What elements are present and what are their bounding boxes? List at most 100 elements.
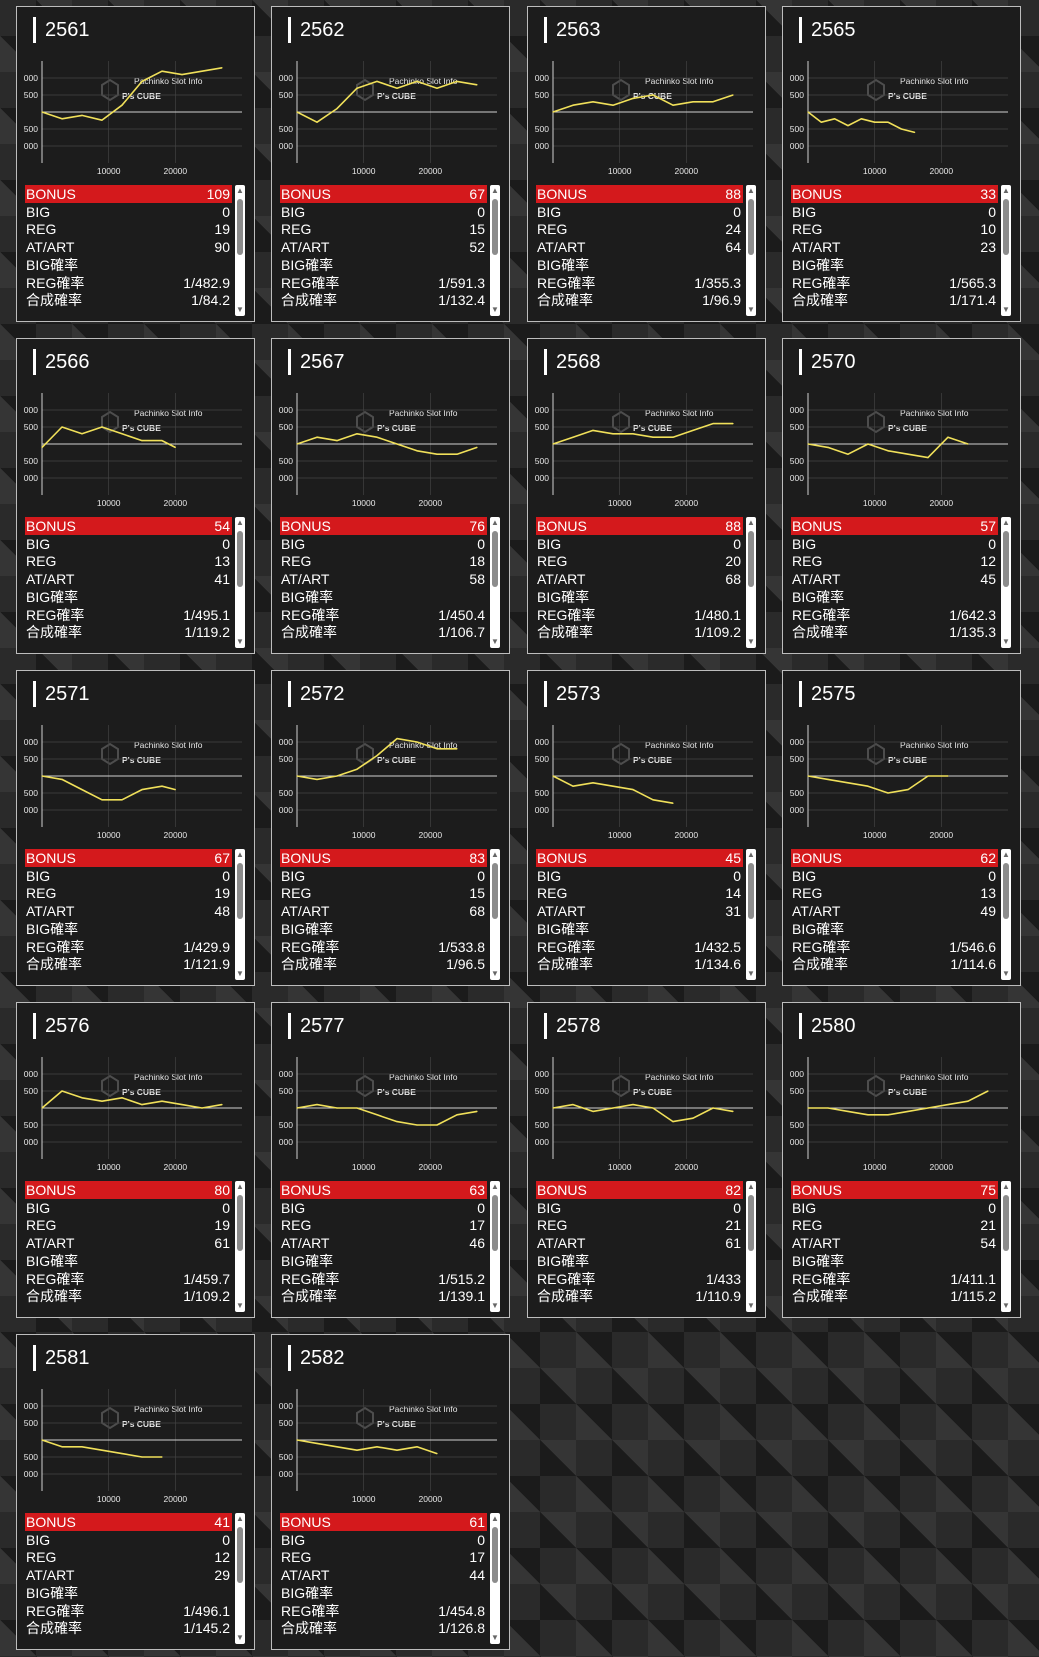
scroll-thumb[interactable] [237,1527,243,1583]
stats-scrollbar[interactable]: ▲ ▼ [1001,185,1011,316]
stats-scrollbar[interactable]: ▲ ▼ [746,1181,756,1312]
scroll-thumb[interactable] [1003,531,1009,587]
scroll-thumb[interactable] [1003,1195,1009,1251]
scroll-thumb[interactable] [748,199,754,255]
scroll-up-arrow-icon[interactable]: ▲ [747,186,755,195]
combined-rate-row: 合成確率 1/114.6 [791,955,998,973]
scroll-down-arrow-icon[interactable]: ▼ [747,305,755,314]
scroll-up-arrow-icon[interactable]: ▲ [236,1514,244,1523]
scroll-down-arrow-icon[interactable]: ▼ [236,1633,244,1642]
scroll-up-arrow-icon[interactable]: ▲ [1002,186,1010,195]
stats-scrollbar[interactable]: ▲ ▼ [746,517,756,648]
scroll-down-arrow-icon[interactable]: ▼ [747,1301,755,1310]
scroll-down-arrow-icon[interactable]: ▼ [236,1301,244,1310]
scroll-up-arrow-icon[interactable]: ▲ [236,518,244,527]
stats-scrollbar[interactable]: ▲ ▼ [746,185,756,316]
scroll-thumb[interactable] [237,863,243,919]
stats-scrollbar[interactable]: ▲ ▼ [490,1181,500,1312]
scroll-down-arrow-icon[interactable]: ▼ [747,969,755,978]
stats-scrollbar[interactable]: ▲ ▼ [490,517,500,648]
scroll-thumb[interactable] [237,199,243,255]
scroll-down-arrow-icon[interactable]: ▼ [491,1301,499,1310]
slump-point [887,1114,889,1116]
scroll-down-arrow-icon[interactable]: ▼ [491,305,499,314]
scroll-down-arrow-icon[interactable]: ▼ [236,969,244,978]
scroll-thumb[interactable] [237,531,243,587]
slump-line [296,1439,438,1455]
stats-scrollbar[interactable]: ▲ ▼ [235,517,245,648]
scroll-thumb[interactable] [492,863,498,919]
scroll-down-arrow-icon[interactable]: ▼ [1002,969,1010,978]
stats-scrollbar[interactable]: ▲ ▼ [235,185,245,316]
scroll-down-arrow-icon[interactable]: ▼ [1002,1301,1010,1310]
stats-scrollbar[interactable]: ▲ ▼ [1001,849,1011,980]
scroll-down-arrow-icon[interactable]: ▼ [747,637,755,646]
stats-scrollbar[interactable]: ▲ ▼ [746,849,756,980]
stat-label: REG確率 [26,274,85,291]
stats-scrollbar[interactable]: ▲ ▼ [235,849,245,980]
scroll-thumb[interactable] [748,863,754,919]
scroll-thumb[interactable] [492,531,498,587]
stats-scrollbar[interactable]: ▲ ▼ [235,1181,245,1312]
scroll-thumb[interactable] [1003,863,1009,919]
scroll-up-arrow-icon[interactable]: ▲ [1002,1182,1010,1191]
slump-point [552,111,554,113]
scroll-down-arrow-icon[interactable]: ▼ [491,1633,499,1642]
stat-value: 63 [469,1182,485,1198]
stats-scrollbar[interactable]: ▲ ▼ [490,1513,500,1644]
scroll-up-arrow-icon[interactable]: ▲ [747,1182,755,1191]
scroll-down-arrow-icon[interactable]: ▼ [491,637,499,646]
scroll-up-arrow-icon[interactable]: ▲ [1002,518,1010,527]
scroll-up-arrow-icon[interactable]: ▲ [747,518,755,527]
scroll-up-arrow-icon[interactable]: ▲ [236,1182,244,1191]
scroll-up-arrow-icon[interactable]: ▲ [491,850,499,859]
reg-rate-row: REG確率 1/432.5 [536,938,743,956]
scroll-up-arrow-icon[interactable]: ▲ [236,186,244,195]
stats-scrollbar[interactable]: ▲ ▼ [1001,517,1011,648]
scroll-up-arrow-icon[interactable]: ▲ [236,850,244,859]
scroll-down-arrow-icon[interactable]: ▼ [1002,305,1010,314]
scroll-up-arrow-icon[interactable]: ▲ [491,186,499,195]
scroll-thumb[interactable] [492,1195,498,1251]
stats-scrollbar[interactable]: ▲ ▼ [1001,1181,1011,1312]
scroll-down-arrow-icon[interactable]: ▼ [491,969,499,978]
scroll-up-arrow-icon[interactable]: ▲ [491,518,499,527]
stats-scrollbar[interactable]: ▲ ▼ [490,849,500,980]
scroll-up-arrow-icon[interactable]: ▲ [1002,850,1010,859]
stats-scrollbar[interactable]: ▲ ▼ [235,1513,245,1644]
scroll-up-arrow-icon[interactable]: ▲ [491,1182,499,1191]
scroll-thumb[interactable] [748,1195,754,1251]
slump-point [376,1446,378,1448]
slump-point [732,94,734,96]
scroll-thumb[interactable] [492,199,498,255]
scroll-down-arrow-icon[interactable]: ▼ [236,637,244,646]
scroll-up-arrow-icon[interactable]: ▲ [747,850,755,859]
scroll-thumb[interactable] [492,1527,498,1583]
scroll-thumb[interactable] [748,531,754,587]
scroll-down-arrow-icon[interactable]: ▼ [236,305,244,314]
slump-point [356,1449,358,1451]
stats-scrollbar[interactable]: ▲ ▼ [490,185,500,316]
scroll-up-arrow-icon[interactable]: ▲ [491,1514,499,1523]
scroll-thumb[interactable] [237,1195,243,1251]
scroll-down-arrow-icon[interactable]: ▼ [1002,637,1010,646]
scroll-thumb[interactable] [1003,199,1009,255]
